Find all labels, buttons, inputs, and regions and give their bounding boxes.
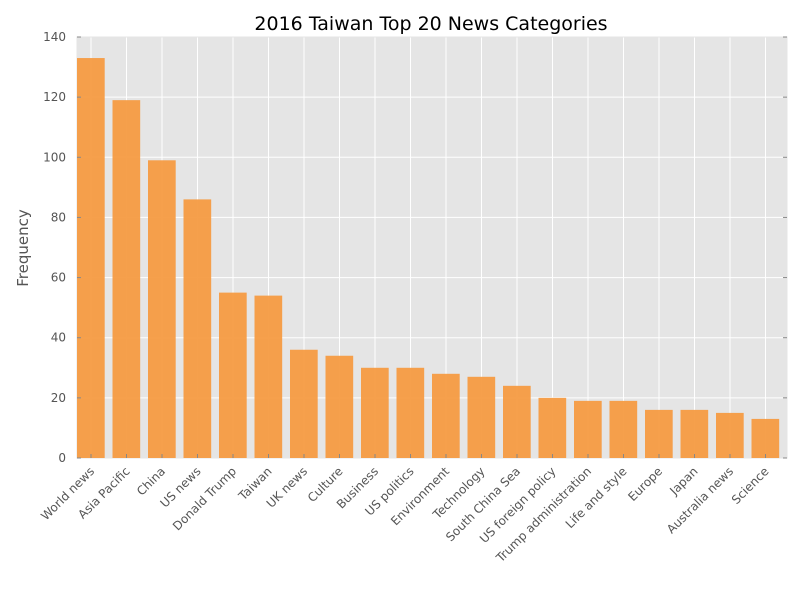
bar <box>290 349 318 458</box>
y-tick-label: 80 <box>51 210 66 224</box>
y-tick-label: 40 <box>51 331 66 345</box>
bar <box>77 58 105 459</box>
bar <box>112 100 141 459</box>
x-tick-label: Japan <box>666 464 700 498</box>
bar <box>716 412 744 458</box>
bar <box>467 376 496 458</box>
x-tick-label: China <box>134 464 168 498</box>
x-tick-label: Donald Trump <box>170 464 239 533</box>
bar <box>183 199 212 458</box>
y-tick-label: 0 <box>58 451 66 465</box>
bar <box>645 409 673 458</box>
bar <box>574 400 602 458</box>
bar <box>148 160 176 459</box>
bar <box>503 385 531 458</box>
bar <box>680 409 709 458</box>
y-tick-label: 60 <box>51 271 66 285</box>
bar <box>254 295 283 458</box>
bar <box>432 373 460 458</box>
y-tick-label: 140 <box>43 30 66 44</box>
x-tick-label: Science <box>729 464 772 507</box>
y-tick-label: 20 <box>51 391 66 405</box>
bar <box>325 355 354 458</box>
bar <box>609 400 638 458</box>
x-tick-label: Europe <box>625 464 665 504</box>
x-tick-label: Australia news <box>664 464 736 536</box>
bars <box>77 58 780 459</box>
y-tick-label: 100 <box>43 150 66 164</box>
bar <box>219 292 247 458</box>
y-axis: 0 20 40 60 80 100 120 140 <box>43 30 787 465</box>
x-tick-label: Life and style <box>563 464 630 531</box>
bar <box>538 397 567 458</box>
y-tick-label: 120 <box>43 90 66 104</box>
bar <box>396 367 425 458</box>
bar <box>751 418 780 458</box>
y-axis-label: Frequency <box>14 209 32 287</box>
bar <box>361 367 389 458</box>
chart-title: 2016 Taiwan Top 20 News Categories <box>254 13 607 35</box>
